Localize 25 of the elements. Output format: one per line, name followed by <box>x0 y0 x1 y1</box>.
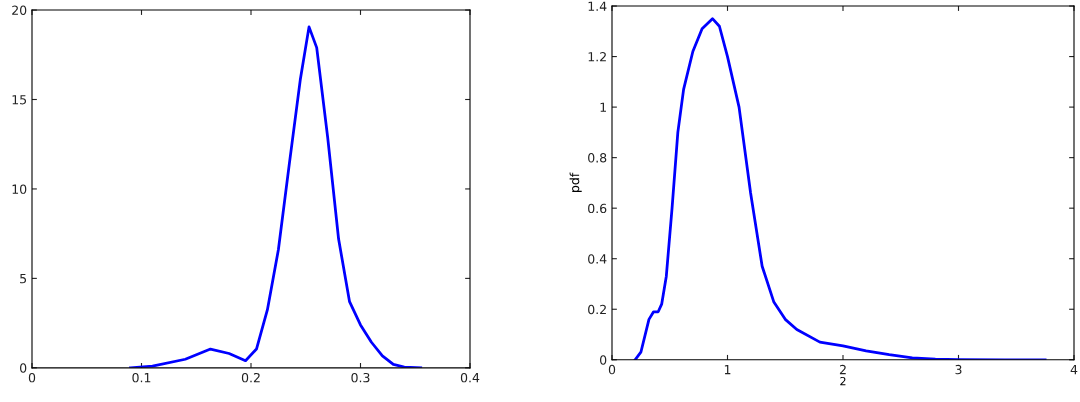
y-tick-label: 1 <box>600 102 606 112</box>
x-tick-label: 3 <box>955 364 962 375</box>
y-tick-label: 1.4 <box>588 1 607 11</box>
y-tick-label: 0.2 <box>588 304 606 315</box>
x-tick-label: 0.2 <box>241 372 260 383</box>
x-tick-label: 4 <box>1070 365 1078 375</box>
y-tick-label: 0.4 <box>588 254 607 264</box>
y-tick-label: 20 <box>12 5 27 15</box>
x-tick-label: 0.4 <box>460 372 480 383</box>
line-series <box>129 25 423 368</box>
y-tick-label: 10 <box>12 184 27 194</box>
x-tick-label: 2 <box>839 364 846 375</box>
y-tick-label: 15 <box>12 95 27 105</box>
y-tick-label: 0.6 <box>588 203 607 214</box>
y-axis-title: pdf <box>569 172 582 192</box>
y-tick-label: 1.2 <box>588 52 606 62</box>
x-tick-label: 0.3 <box>351 372 370 383</box>
y-tick-label: 5 <box>20 274 27 284</box>
line-series <box>633 17 1047 360</box>
x-tick-label: 0.1 <box>132 372 151 383</box>
x-tick-label: 0 <box>608 364 616 375</box>
y-tick-label: 0 <box>600 355 607 365</box>
x-tick-label: 0 <box>28 372 36 383</box>
x-tick-label: 1 <box>724 365 731 375</box>
y-tick-label: 0.8 <box>588 153 607 163</box>
